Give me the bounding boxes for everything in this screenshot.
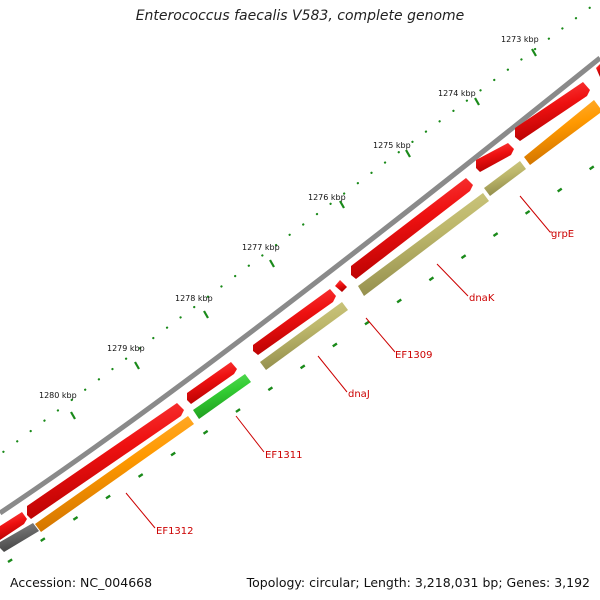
tick-label-1277: 1277 kbp xyxy=(242,243,280,252)
ruler-dots xyxy=(0,0,600,456)
gene-arrow-grpE-region xyxy=(515,82,590,141)
genome-backbone xyxy=(0,56,600,516)
gene-label-dnaJ[interactable]: dnaJ xyxy=(348,389,370,400)
gene-arrow-EF1309 xyxy=(335,280,347,292)
tick-label-1278: 1278 kbp xyxy=(175,294,213,303)
tick-label-1279: 1279 kbp xyxy=(107,344,145,353)
cog-khaki-grpE xyxy=(484,161,526,196)
forward-strand-genes xyxy=(0,64,600,540)
gene-arrow-EF1312 xyxy=(27,403,184,519)
gene-arrow-dnaJ xyxy=(253,289,336,355)
cog-gray-left xyxy=(0,523,39,552)
gene-arrow-dnaK xyxy=(351,178,473,279)
cog-orange-EF1312 xyxy=(35,416,194,532)
cog-orange-right xyxy=(524,100,600,165)
inner-tick-dashes xyxy=(7,161,600,564)
gene-label-EF1311[interactable]: EF1311 xyxy=(265,450,303,461)
gene-arrow-edge xyxy=(596,64,600,77)
accession-text: Accession: NC_004668 xyxy=(10,575,153,590)
gene-label-grpE[interactable]: grpE xyxy=(551,229,574,240)
ruler-major-ticks xyxy=(70,48,537,420)
cog-khaki-dnaK xyxy=(358,193,489,296)
cog-green-EF1311 xyxy=(193,374,251,419)
gene-leaders xyxy=(125,195,552,529)
gene-label-EF1309[interactable]: EF1309 xyxy=(395,350,433,361)
tick-label-1280: 1280 kbp xyxy=(39,391,77,400)
cog-strand-genes xyxy=(0,100,600,552)
tick-label-1274: 1274 kbp xyxy=(438,89,476,98)
tick-label-1275: 1275 kbp xyxy=(373,141,411,150)
gene-arrow-EF1311 xyxy=(187,362,237,404)
tick-label-1273: 1273 kbp xyxy=(501,35,539,44)
gene-arrow-small xyxy=(476,143,514,172)
map-title: Enterococcus faecalis V583, complete gen… xyxy=(135,8,465,24)
gene-label-EF1312[interactable]: EF1312 xyxy=(156,526,194,537)
tick-label-1276: 1276 kbp xyxy=(308,193,346,202)
gene-label-dnaK[interactable]: dnaK xyxy=(469,293,495,304)
genome-summary-text: Topology: circular; Length: 3,218,031 bp… xyxy=(246,575,590,590)
cog-khaki-dnaJ xyxy=(260,302,348,370)
gene-arrow-left xyxy=(0,512,27,540)
